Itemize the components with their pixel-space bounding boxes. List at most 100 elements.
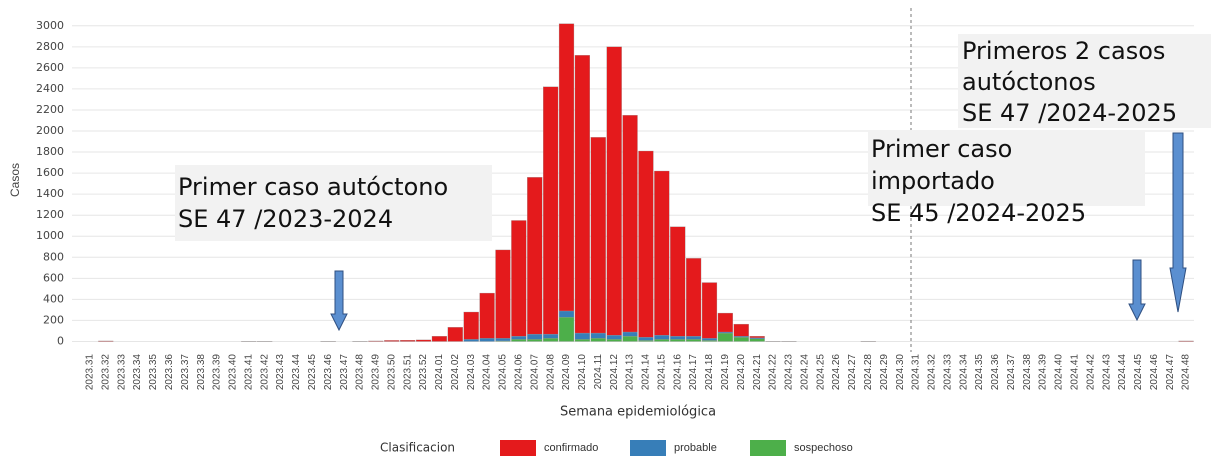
y-tick-label: 1000 <box>36 229 64 242</box>
x-tick-label: 2024.31 <box>911 354 922 391</box>
bar-segment <box>606 339 622 342</box>
x-tick-label: 2023.36 <box>164 354 175 391</box>
bar-segment <box>543 333 559 339</box>
bar-segment <box>400 340 416 342</box>
x-tick-label: 2024.37 <box>1006 354 1017 391</box>
annotation-text: Primer caso <box>871 135 1012 163</box>
x-tick-label: 2024.32 <box>927 354 938 391</box>
bar-segment <box>431 336 448 342</box>
bar-segment <box>733 337 749 342</box>
legend-label: confirmado <box>544 442 598 454</box>
x-tick-label: 2024.10 <box>577 354 588 391</box>
bar-segment <box>749 336 765 338</box>
bar-segment <box>606 335 622 340</box>
bar-segment <box>558 23 575 312</box>
x-tick-label: 2024.17 <box>688 354 699 391</box>
legend-swatch <box>630 440 666 456</box>
bar-segment <box>463 311 479 340</box>
bar-segment <box>670 336 686 340</box>
y-tick-label: 1600 <box>36 166 64 179</box>
annotation-box <box>958 34 1211 128</box>
y-tick-label: 800 <box>43 250 64 263</box>
y-tick-label: 0 <box>57 334 64 347</box>
x-tick-label: 2024.11 <box>593 354 604 390</box>
bar-segment <box>574 332 590 340</box>
legend-swatch <box>750 440 786 456</box>
bar-segment <box>511 220 527 337</box>
bar-segment <box>590 137 606 334</box>
x-tick-label: 2023.34 <box>132 354 143 391</box>
x-tick-label: 2024.20 <box>736 354 747 391</box>
bar-segment <box>368 340 384 342</box>
bar-segment <box>558 317 575 342</box>
bar-segment <box>701 338 718 341</box>
x-tick-label: 2024.27 <box>847 354 858 391</box>
x-tick-label: 2023.39 <box>212 354 223 391</box>
bar-segment <box>527 177 543 335</box>
y-tick-label: 1200 <box>36 208 64 221</box>
annotation-text: SE 47 /2023-2024 <box>178 205 393 233</box>
x-tick-label: 2024.34 <box>958 354 969 391</box>
bar-segment <box>749 337 765 339</box>
bar-segment <box>543 86 559 335</box>
bar-segment <box>733 323 749 337</box>
x-tick-label: 2024.01 <box>434 354 445 391</box>
bar-segment <box>574 55 590 334</box>
arrow <box>330 270 348 332</box>
x-tick-label: 2024.18 <box>704 354 715 391</box>
x-tick-label: 2024.09 <box>561 354 572 391</box>
x-tick-label: 2024.40 <box>1054 354 1065 391</box>
x-tick-label: 2023.38 <box>196 354 207 391</box>
bar-segment <box>701 282 718 339</box>
legend-title: Clasificacion <box>380 441 455 455</box>
x-tick-label: 2024.08 <box>545 354 556 391</box>
y-tick-label: 2800 <box>36 40 64 53</box>
y-tick-label: 2000 <box>36 124 64 137</box>
legend: Clasificacion confirmado probable sospechos… <box>380 440 853 456</box>
annotation-text: autóctonos <box>962 68 1096 96</box>
bar-segment <box>670 226 686 337</box>
bar-segment <box>447 327 463 342</box>
x-tick-label: 2024.02 <box>450 354 461 391</box>
bars <box>98 23 1194 342</box>
y-tick-label: 2200 <box>36 103 64 116</box>
bar-segment <box>463 339 479 342</box>
x-tick-label: 2024.44 <box>1117 354 1128 391</box>
x-tick-label: 2024.12 <box>609 354 620 391</box>
bar-segment <box>511 336 527 340</box>
x-tick-label: 2023.42 <box>259 354 270 391</box>
annotation-box <box>868 130 1145 206</box>
y-tick-label: 600 <box>43 271 64 284</box>
x-tick-label: 2023.49 <box>371 354 382 391</box>
bar-segment <box>415 339 432 342</box>
x-tick-label: 2024.16 <box>672 354 683 391</box>
x-tick-label: 2023.40 <box>228 354 239 391</box>
x-tick-label: 2023.32 <box>100 354 111 391</box>
y-axis-title: Casos <box>8 163 22 197</box>
x-tick-label: 2023.51 <box>402 354 413 391</box>
x-tick-label: 2024.45 <box>1133 354 1144 391</box>
bar-segment <box>701 340 718 342</box>
x-tick-label: 2024.21 <box>752 354 763 391</box>
bar-segment <box>717 312 733 333</box>
x-tick-label: 2024.24 <box>799 354 810 391</box>
y-tick-label: 3000 <box>36 19 64 32</box>
x-tick-label: 2024.23 <box>784 354 795 391</box>
x-tick-label: 2024.42 <box>1085 354 1096 391</box>
x-tick-label: 2024.41 <box>1069 354 1080 391</box>
bar-segment <box>558 310 575 318</box>
x-tick-label: 2024.46 <box>1149 354 1160 391</box>
arrows <box>330 132 1187 332</box>
bar-segment <box>686 336 702 340</box>
x-tick-label: 2024.38 <box>1022 354 1033 391</box>
bar-segment <box>622 331 638 337</box>
x-tick-label: 2023.33 <box>116 354 127 391</box>
bar-segment <box>495 249 511 339</box>
x-tick-label: 2023.43 <box>275 354 286 391</box>
annotation-text: SE 45 /2024-2025 <box>871 199 1086 227</box>
x-tick-label: 2024.35 <box>974 354 985 391</box>
x-tick-label: 2023.41 <box>243 354 254 391</box>
bar-segment <box>98 340 114 342</box>
